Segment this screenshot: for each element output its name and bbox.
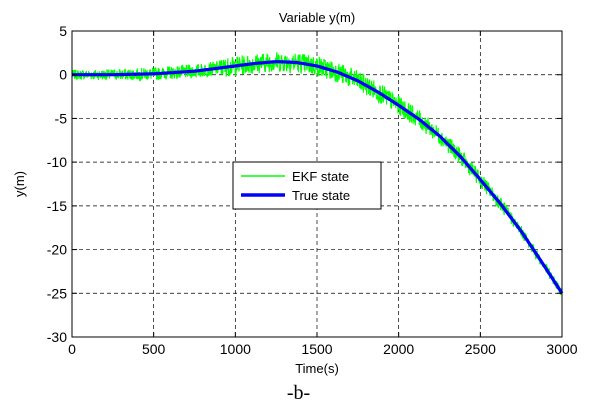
x-tick-label: 1500 [301,341,332,357]
series-group [71,52,564,296]
legend-box [232,161,382,210]
y-tick-label: -5 [55,110,68,126]
y-axis-label: y(m) [12,171,27,197]
x-axis-label: Time(s) [295,361,339,376]
x-tick-label: 1000 [220,341,251,357]
figure-caption: -b- [286,382,311,404]
y-tick-label: 5 [59,23,67,39]
x-tick-label: 2000 [383,341,414,357]
x-tick-label: 2500 [465,341,496,357]
x-axis-ticks: 0 500 1000 1500 2000 2500 3000 [68,31,578,357]
x-tick-label: 3000 [546,341,577,357]
series-line-true-state [72,60,564,295]
legend: EKF state True state [232,161,382,210]
y-tick-label: -30 [47,329,67,345]
y-tick-label: -25 [47,285,67,301]
legend-label-true-state: True state [292,188,350,203]
x-tick-label: 0 [68,341,76,357]
y-tick-label: -20 [47,242,67,258]
x-tick-label: 500 [142,341,166,357]
legend-label-ekf-state: EKF state [292,169,349,184]
y-tick-label: -10 [47,154,67,170]
line-chart: 0 500 1000 1500 2000 2500 3000 5 0 -5 -10 -15 -20 -2… [12,10,578,376]
y-axis-ticks: 5 0 -5 -10 -15 -20 -25 -30 [47,23,562,345]
y-tick-label: 0 [59,67,67,83]
chart-title: Variable y(m) [279,10,355,25]
y-tick-label: -15 [47,198,67,214]
